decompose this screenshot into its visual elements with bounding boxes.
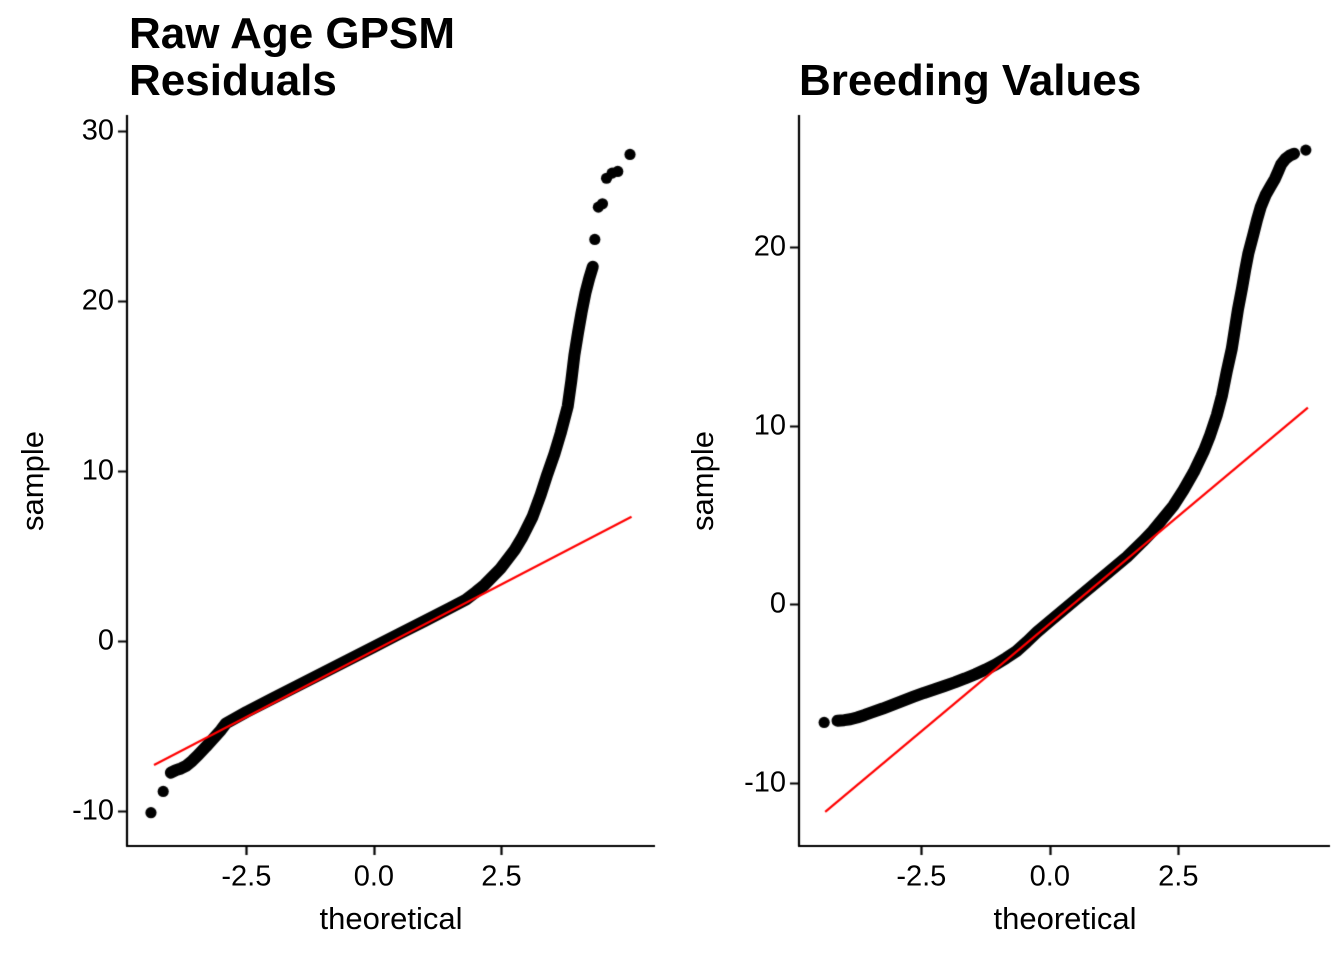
y-tick-label: -10 [744,766,786,799]
panel-title-residuals: Raw Age GPSM Residuals [129,9,455,105]
x-axis-title-left: theoretical [319,901,463,936]
x-tick-label: 2.5 [1158,860,1199,893]
x-tick-label: 0.0 [1029,860,1070,893]
y-tick-label: -10 [72,794,114,827]
x-tick-label: -2.5 [221,860,272,893]
x-tick-label: 0.0 [353,860,395,893]
y-tick-label: 20 [753,230,786,263]
y-axis-title-left: sample [15,431,50,531]
y-tick-label: 0 [97,624,114,657]
x-tick-label: -2.5 [896,860,947,893]
panel-title-breeding-values: Breeding Values [799,56,1142,105]
y-tick-label: 0 [769,587,786,620]
y-tick-label: 10 [81,454,114,487]
y-tick-label: 30 [81,114,114,147]
x-axis-title-right: theoretical [993,901,1137,936]
x-tick-label: 2.5 [481,860,522,893]
y-axis-title-right: sample [685,431,720,531]
y-tick-label: 10 [753,409,786,442]
y-tick-label: 20 [81,284,114,317]
